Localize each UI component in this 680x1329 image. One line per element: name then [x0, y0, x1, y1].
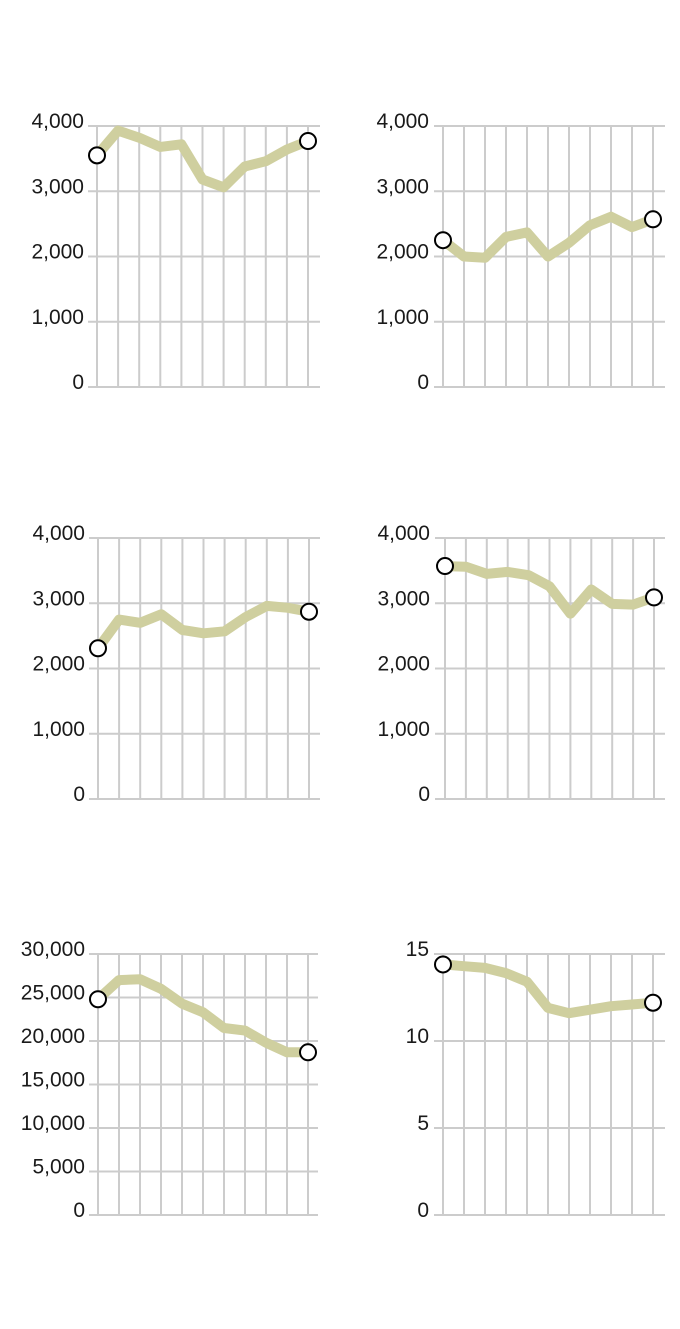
series-line [93, 600, 310, 652]
end-point-marker [299, 1043, 317, 1062]
y-tick-label: 2,000 [376, 241, 429, 264]
y-tick-label: 10 [406, 1025, 429, 1048]
y-tick-label: 30,000 [21, 938, 85, 961]
chart-panel-1: 0 1,000 2,000 3,000 4,000 [31, 110, 320, 394]
start-point-marker [434, 955, 452, 974]
y-tick-label: 3,000 [377, 587, 430, 610]
end-point-marker [299, 132, 317, 151]
start-point-marker [89, 639, 107, 658]
y-tick-label: 2,000 [32, 653, 85, 676]
y-tick-label: 0 [72, 371, 84, 394]
series-line [93, 125, 310, 193]
y-tick-label: 1,000 [32, 718, 85, 741]
y-tick-label: 2,000 [31, 241, 84, 264]
y-tick-label: 1,000 [377, 718, 430, 741]
y-tick-label: 3,000 [32, 587, 85, 610]
y-tick-label: 25,000 [21, 982, 85, 1005]
y-tick-label: 4,000 [31, 110, 84, 133]
end-point-marker [644, 993, 662, 1012]
start-point-marker [88, 146, 106, 165]
y-tick-label: 2,000 [377, 653, 430, 676]
y-tick-label: 5,000 [32, 1156, 85, 1179]
y-tick-label: 3,000 [376, 175, 429, 198]
chart-panel-5: 0 5,000 10,000 15,000 20,000 25,000 30,000 [21, 938, 318, 1222]
start-point-marker [89, 990, 107, 1009]
series-line [94, 974, 308, 1058]
start-point-marker [434, 231, 452, 250]
chart-panel-4: 0 1,000 2,000 3,000 4,000 [377, 522, 665, 806]
start-point-marker [436, 557, 454, 576]
series-line [439, 211, 655, 263]
series-line [442, 959, 654, 1019]
end-point-marker [645, 588, 663, 607]
chart-panel-6: 0 5 10 15 [406, 938, 665, 1222]
y-tick-label: 15,000 [21, 1069, 85, 1092]
y-tick-label: 4,000 [376, 110, 429, 133]
chart-panel-2: 0 1,000 2,000 3,000 4,000 [376, 110, 665, 394]
y-tick-label: 10,000 [21, 1112, 85, 1135]
y-tick-label: 0 [73, 783, 85, 806]
y-tick-label: 0 [73, 1199, 85, 1222]
y-tick-label: 15 [406, 938, 429, 961]
y-tick-label: 4,000 [377, 522, 430, 545]
y-tick-label: 3,000 [31, 175, 84, 198]
y-tick-label: 4,000 [32, 522, 85, 545]
series-line [444, 561, 656, 619]
y-tick-label: 0 [417, 1199, 429, 1222]
y-tick-label: 1,000 [376, 306, 429, 329]
y-tick-label: 20,000 [21, 1025, 85, 1048]
y-tick-label: 5 [417, 1112, 429, 1135]
end-point-marker [644, 210, 662, 229]
y-tick-label: 0 [418, 783, 430, 806]
y-tick-label: 0 [417, 371, 429, 394]
chart-panel-3: 0 1,000 2,000 3,000 4,000 [32, 522, 320, 806]
end-point-marker [300, 602, 318, 621]
y-tick-label: 1,000 [31, 306, 84, 329]
